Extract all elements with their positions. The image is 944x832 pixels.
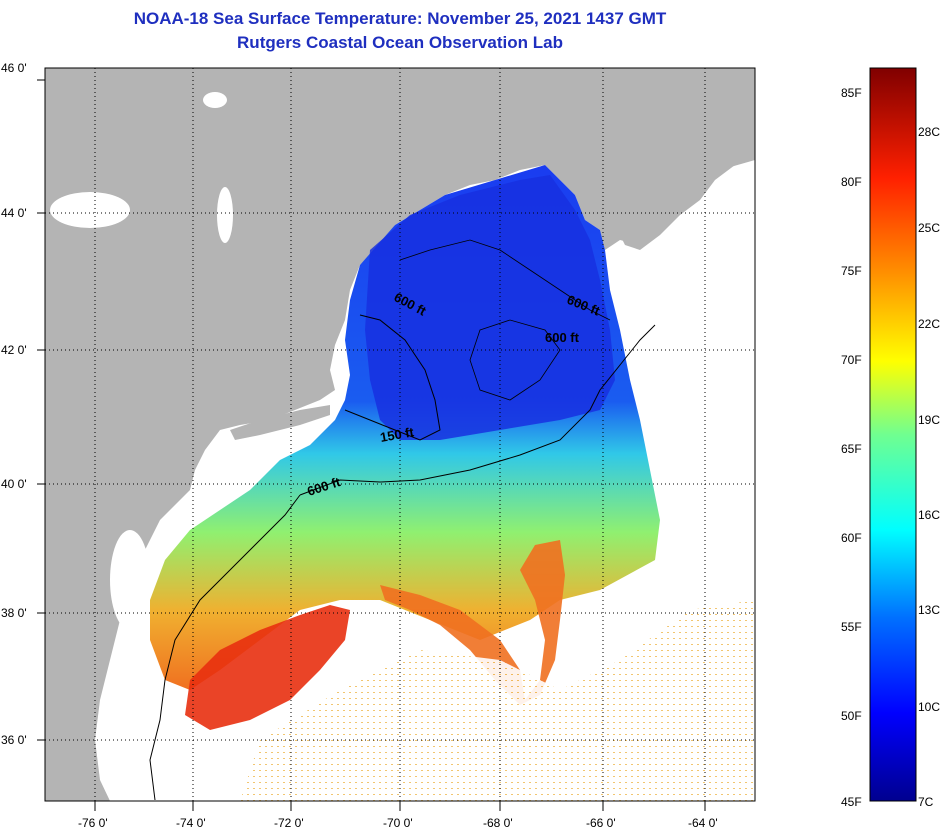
isobath-gom [399, 239, 611, 401]
sst-south-speckle [240, 600, 755, 801]
lat-label: 36 0' [1, 733, 27, 747]
colorbar-c-label: 19C [918, 413, 940, 427]
lon-label: -74 0' [176, 816, 206, 830]
colorbar-c-label: 10C [918, 700, 940, 714]
colorbar-c-label: 16C [918, 508, 940, 522]
colorbar-f-label: 60F [841, 531, 862, 545]
colorbar-f-label: 45F [841, 795, 862, 809]
colorbar-c-label: 13C [918, 603, 940, 617]
colorbar-c-label: 22C [918, 317, 940, 331]
isobath-150ft [344, 314, 441, 441]
colorbar-f-label: 50F [841, 709, 862, 723]
contour-label: 600 ft [545, 330, 580, 345]
colorbar-f-label: 65F [841, 442, 862, 456]
lat-label: 42 0' [1, 343, 27, 357]
colorbar-f-label: 75F [841, 264, 862, 278]
lon-label: -70 0' [383, 816, 413, 830]
bay-1 [110, 530, 150, 630]
lon-label: -76 0' [78, 816, 108, 830]
contour-label: 150 ft [379, 424, 416, 445]
lat-label: 46 0' [1, 61, 27, 75]
lake-3 [50, 192, 130, 228]
map-subtitle: Rutgers Coastal Ocean Observation Lab [237, 33, 563, 52]
map-title: NOAA-18 Sea Surface Temperature: Novembe… [133, 9, 667, 28]
colorbar-f-label: 80F [841, 175, 862, 189]
lat-label: 44 0' [1, 206, 27, 220]
lon-label: -66 0' [586, 816, 616, 830]
colorbar-f-label: 55F [841, 620, 862, 634]
colorbar-f-label: 85F [841, 86, 862, 100]
lon-label: -68 0' [483, 816, 513, 830]
colorbar-f-label: 70F [841, 353, 862, 367]
land-long-island [230, 405, 330, 440]
land-nova-scotia [595, 68, 755, 250]
sst-warm-eddy [185, 605, 350, 730]
lake-1 [203, 92, 227, 108]
colorbar [869, 67, 917, 802]
isobath-shelf [149, 494, 301, 801]
colorbar-c-label: 7C [918, 795, 934, 809]
isobath-600ft [299, 324, 656, 496]
lake-2 [217, 187, 233, 243]
sst-cold-core [365, 175, 615, 440]
colorbar-c-label: 28C [918, 125, 940, 139]
lon-label: -72 0' [274, 816, 304, 830]
land-mainland [45, 68, 755, 801]
sst-warm-filament [380, 540, 565, 705]
ticks [37, 79, 706, 811]
colorbar-c-label: 25C [918, 221, 940, 235]
lon-label: -64 0' [688, 816, 718, 830]
lat-label: 38 0' [1, 606, 27, 620]
lat-label: 40 0' [1, 477, 27, 491]
